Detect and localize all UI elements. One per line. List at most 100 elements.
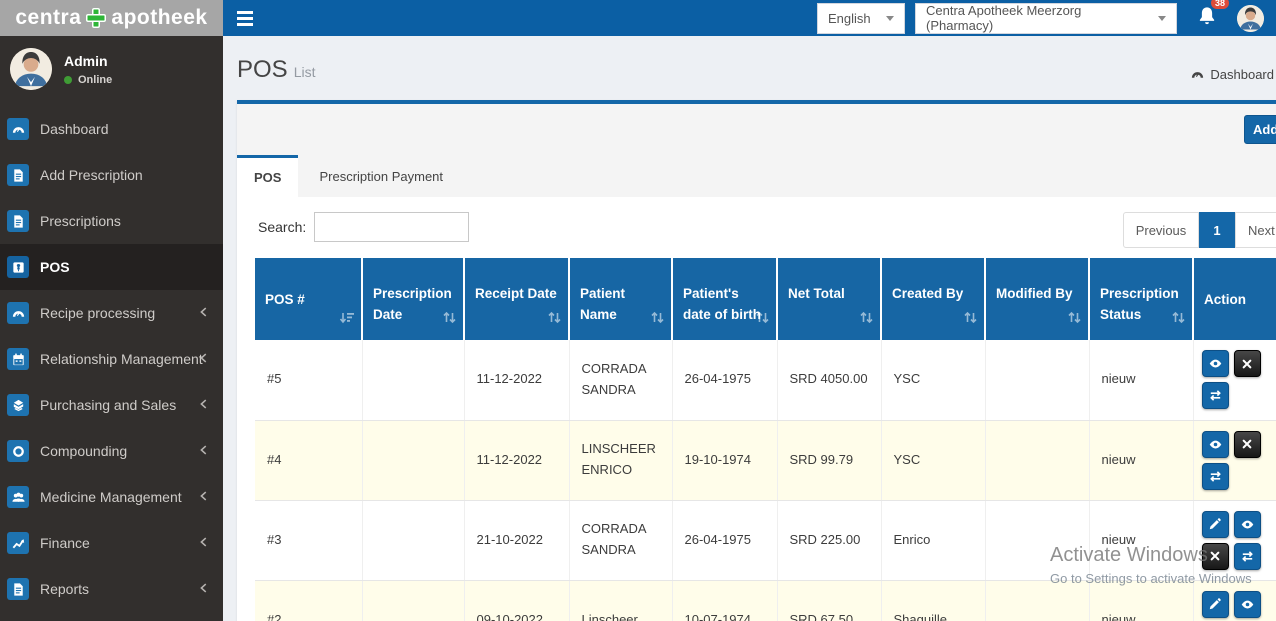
chart-icon <box>7 532 29 554</box>
main-content: POS List Dashboard Add POS Prescription P… <box>223 36 1276 621</box>
sidebar-item-pos[interactable]: POS <box>0 244 223 290</box>
sidebar-item-prescriptions[interactable]: Prescriptions <box>0 198 223 244</box>
tab-pos[interactable]: POS <box>237 155 299 197</box>
header-receipt-date[interactable]: Receipt Date <box>464 258 570 340</box>
add-button[interactable]: Add <box>1244 115 1276 144</box>
caret-down-icon <box>1158 15 1166 21</box>
app-logo[interactable]: centra apotheek <box>0 0 223 36</box>
sort-icon <box>650 310 665 332</box>
breadcrumb-dashboard: Dashboard <box>1210 67 1274 82</box>
transfer-button[interactable] <box>1233 542 1261 570</box>
sidebar-item-finance[interactable]: Finance <box>0 520 223 566</box>
header-created-by[interactable]: Created By <box>881 258 986 340</box>
eye-icon <box>1241 600 1253 608</box>
hamburger-menu-icon[interactable] <box>237 10 253 26</box>
transfer-button[interactable] <box>1201 462 1229 490</box>
header-modified-by[interactable]: Modified By <box>985 258 1090 340</box>
view-button[interactable] <box>1233 510 1261 538</box>
cell-actions <box>1193 420 1276 501</box>
cell-pos-number: #5 <box>255 340 363 421</box>
notifications-button[interactable]: 38 <box>1187 0 1229 32</box>
gauge-icon <box>7 118 29 140</box>
delete-button[interactable] <box>1201 542 1229 570</box>
header-prescription-date[interactable]: Prescription Date <box>362 258 465 340</box>
language-select[interactable]: English <box>817 2 905 34</box>
view-button[interactable] <box>1201 350 1229 378</box>
view-button[interactable] <box>1233 590 1261 618</box>
pagination: Previous 1 Next <box>1123 212 1276 248</box>
cell-receipt-date: 11-12-2022 <box>464 420 570 501</box>
cell-net-total: SRD 4050.00 <box>777 340 882 421</box>
table-header-row: POS # Prescription Date Receipt Date Pat… <box>255 258 1276 340</box>
sidebar-item-relationship-management[interactable]: Relationship Management <box>0 336 223 382</box>
header-prescription-status[interactable]: Prescription Status <box>1089 258 1194 340</box>
edit-button[interactable] <box>1201 510 1229 538</box>
logo-text-left: centra <box>15 6 82 29</box>
exchange-icon <box>1209 470 1221 482</box>
search-label: Search: <box>258 219 307 235</box>
transfer-button[interactable] <box>1201 382 1229 410</box>
sidebar-item-label: Finance <box>40 535 90 551</box>
chevron-left-icon <box>197 397 211 416</box>
sidebar-item-label: Add Prescription <box>40 167 143 183</box>
caret-down-icon <box>886 15 894 21</box>
cell-modified-by <box>985 340 1090 421</box>
cell-dob: 26-04-1975 <box>672 500 778 581</box>
pharmacy-value: Centra Apotheek Meerzorg (Pharmacy) <box>926 3 1082 33</box>
sidebar-item-medicine-management[interactable]: Medicine Management <box>0 474 223 520</box>
cell-created-by: Shaquille <box>881 580 986 621</box>
file-text-icon <box>7 578 29 600</box>
pagination-previous-button[interactable]: Previous <box>1123 212 1199 248</box>
delete-button[interactable] <box>1233 350 1261 378</box>
exchange-icon <box>1209 390 1221 402</box>
sidebar-item-purchasing-and-sales[interactable]: Purchasing and Sales <box>0 382 223 428</box>
tab-bar: POS Prescription Payment <box>237 155 1276 197</box>
cell-receipt-date: 21-10-2022 <box>464 500 570 581</box>
header-action: Action <box>1193 258 1276 340</box>
header-pos-number[interactable]: POS # <box>255 258 363 340</box>
cell-modified-by <box>985 420 1090 501</box>
header-patient-dob[interactable]: Patient's date of birth <box>672 258 778 340</box>
breadcrumb[interactable]: Dashboard <box>1190 67 1274 82</box>
chevron-left-icon <box>197 305 211 324</box>
sidebar-item-label: Dashboard <box>40 121 109 137</box>
eye-icon <box>1209 359 1221 368</box>
cell-patient-name: LINSCHEER ENRICO <box>569 420 673 501</box>
cell-dob: 10-07-1974 <box>672 580 778 621</box>
sidebar-item-label: Prescriptions <box>40 213 121 229</box>
sidebar-item-add-prescription[interactable]: Add Prescription <box>0 152 223 198</box>
pencil-icon <box>1209 518 1221 530</box>
cell-status: nieuw <box>1089 420 1194 501</box>
user-name: Admin <box>64 52 108 69</box>
cell-created-by: Enrico <box>881 500 986 581</box>
search-input[interactable] <box>314 212 470 242</box>
pagination-page-1[interactable]: 1 <box>1199 212 1235 248</box>
pagination-next-button[interactable]: Next <box>1235 212 1276 248</box>
sidebar-item-compounding[interactable]: Compounding <box>0 428 223 474</box>
profile-avatar[interactable] <box>1237 4 1264 32</box>
language-value: English <box>828 10 871 26</box>
sort-icon <box>547 310 562 332</box>
eye-icon <box>1209 440 1221 448</box>
edit-button[interactable] <box>1201 590 1229 618</box>
header-patient-name[interactable]: Patient Name <box>569 258 673 340</box>
pencil-icon <box>1209 598 1221 610</box>
cell-prescription-date <box>362 580 465 621</box>
sidebar-item-recipe-processing[interactable]: Recipe processing <box>0 290 223 336</box>
calendar-icon <box>7 348 29 370</box>
topbar: English Centra Apotheek Meerzorg (Pharma… <box>223 0 1276 36</box>
sidebar-user-panel: Admin Online <box>0 36 223 104</box>
cell-dob: 26-04-1975 <box>672 340 778 421</box>
cell-dob: 19-10-1974 <box>672 420 778 501</box>
table-row: #3 21-10-2022 CORRADA SANDRA 26-04-1975 … <box>255 500 1276 581</box>
sidebar-item-reports[interactable]: Reports <box>0 566 223 612</box>
tab-prescription-payment[interactable]: Prescription Payment <box>319 168 444 184</box>
view-button[interactable] <box>1201 430 1229 458</box>
file-text-icon <box>7 164 29 186</box>
chevron-left-icon <box>197 443 211 462</box>
sidebar-item-dashboard[interactable]: Dashboard <box>0 106 223 152</box>
header-net-total[interactable]: Net Total <box>777 258 882 340</box>
delete-button[interactable] <box>1233 430 1261 458</box>
pharmacy-select[interactable]: Centra Apotheek Meerzorg (Pharmacy) <box>915 2 1177 34</box>
sidebar-item-label: Medicine Management <box>40 489 182 505</box>
